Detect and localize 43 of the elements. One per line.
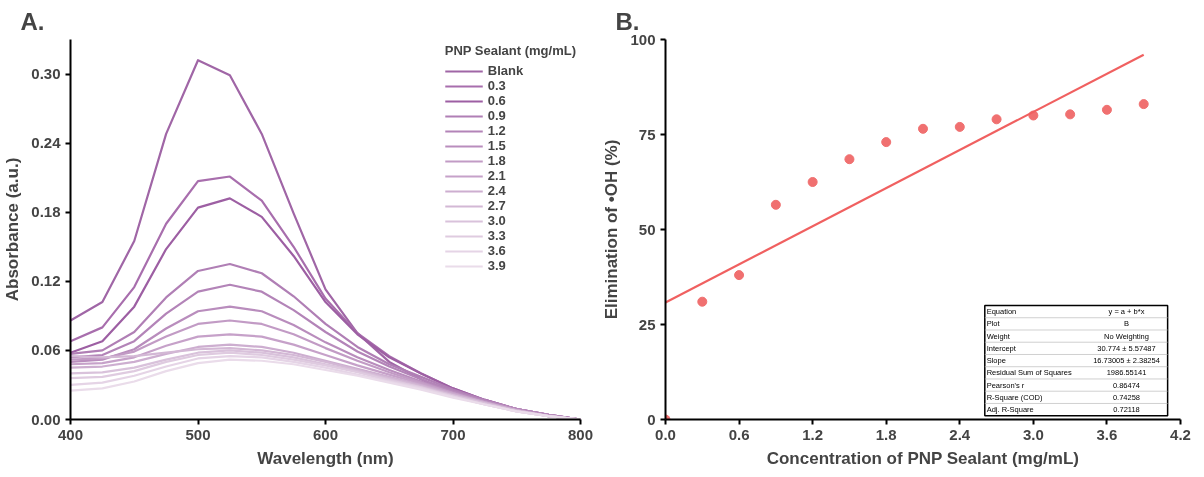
y-tick-label: 0 xyxy=(647,410,656,428)
x-tick-label: 3.6 xyxy=(1096,425,1118,443)
y-tick-label: 0.18 xyxy=(31,203,61,221)
x-tick-label: 1.8 xyxy=(875,425,897,443)
y-tick-label: 25 xyxy=(638,315,656,333)
chart-title: A. xyxy=(20,7,45,35)
y-tick-label: 75 xyxy=(638,125,656,143)
x-tick-label: 500 xyxy=(185,425,211,443)
legend-label: 2.4 xyxy=(487,183,507,198)
legend-label: Blank xyxy=(487,63,524,78)
x-tick-label: 3.0 xyxy=(1022,425,1044,443)
legend-label: 0.6 xyxy=(487,93,507,108)
y-tick-label: 0.24 xyxy=(31,134,62,152)
legend-label: 3.3 xyxy=(487,228,507,243)
y-tick-label: 0.12 xyxy=(31,272,61,290)
y-tick-label: 0.06 xyxy=(31,341,61,359)
x-tick-label: 600 xyxy=(312,425,339,443)
legend-label: 2.1 xyxy=(487,168,507,183)
legend-label: 0.3 xyxy=(487,78,507,93)
y-axis-title: Elimination of •OH (%) xyxy=(602,139,622,320)
legend-label: 1.8 xyxy=(487,153,507,168)
y-axis-title: Absorbance (a.u.) xyxy=(3,157,23,302)
x-tick-label: 0.0 xyxy=(655,425,676,443)
x-tick-label: 0.6 xyxy=(728,425,750,443)
legend-label: 1.2 xyxy=(487,123,507,138)
y-tick-label: 50 xyxy=(638,220,656,238)
x-axis-title: Concentration of PNP Sealant (mg/mL) xyxy=(766,448,1080,468)
legend-label: 1.5 xyxy=(487,138,507,153)
legend-label: 2.7 xyxy=(487,198,507,213)
x-tick-label: 400 xyxy=(57,425,84,443)
x-tick-label: 4.2 xyxy=(1170,425,1191,443)
legend-title: PNP Sealant (mg/mL) xyxy=(444,43,576,58)
legend-label: 3.0 xyxy=(487,213,507,228)
x-tick-label: 2.4 xyxy=(949,425,971,443)
x-axis-title: Wavelength (nm) xyxy=(257,448,394,468)
legend-label: 3.6 xyxy=(487,243,507,258)
legend-label: 3.9 xyxy=(487,258,507,273)
y-tick-label: 0.00 xyxy=(31,410,61,428)
legend-label: 0.9 xyxy=(487,108,507,123)
y-tick-label: 0.30 xyxy=(31,65,61,83)
x-tick-label: 1.2 xyxy=(802,425,824,443)
x-tick-label: 800 xyxy=(567,425,594,443)
x-tick-label: 700 xyxy=(440,425,466,443)
